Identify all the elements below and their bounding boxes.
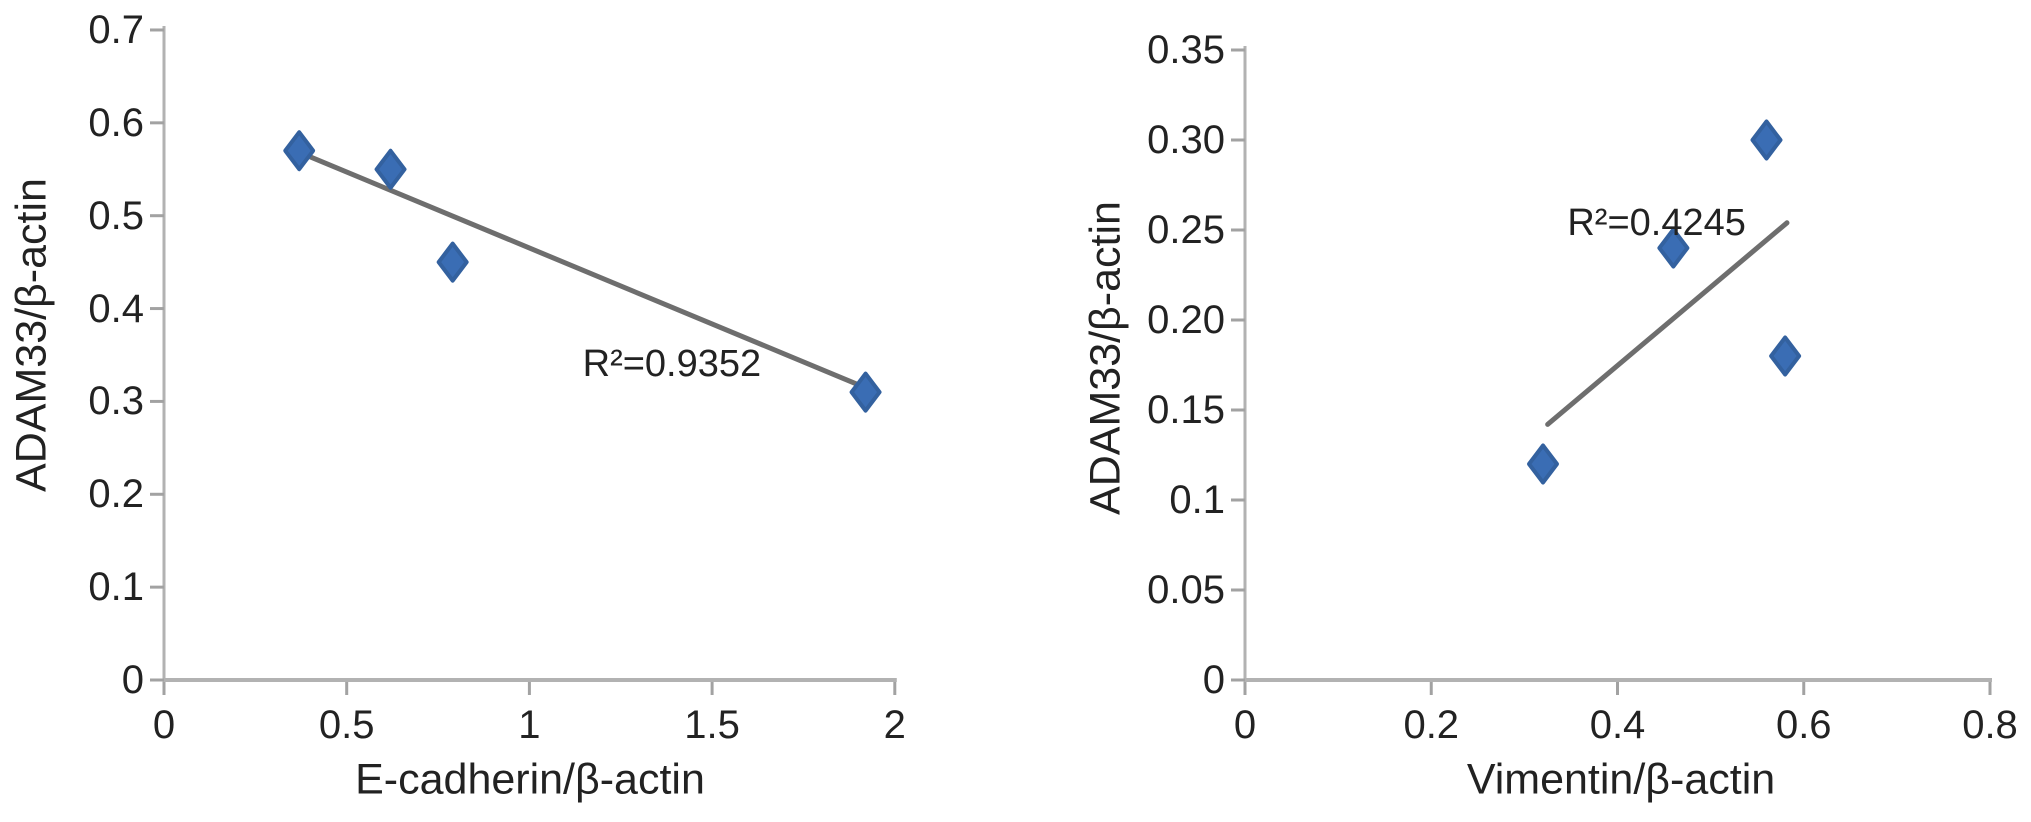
left-y-tick-label: 0 [121, 658, 144, 702]
right-trend-line [1545, 220, 1790, 427]
left-x-tick-label: 0 [152, 703, 176, 747]
right-data-point [1527, 443, 1559, 485]
right-x-tick-label: 0.6 [1775, 703, 1832, 747]
left-y-tick-label: 0.2 [88, 472, 144, 517]
left-data-point [374, 148, 407, 190]
left-r-squared-annotation: R²=0.9352 [582, 343, 762, 386]
right-x-tick-label: 0.8 [1962, 703, 2018, 747]
right-y-tick-label: 0.25 [1147, 208, 1225, 252]
left-y-tick-label: 0.5 [88, 193, 144, 238]
left-y-tick-label: 0.1 [88, 565, 144, 610]
right-y-tick-label: 0.30 [1147, 118, 1225, 162]
left-y-tick-label: 0.3 [88, 379, 144, 424]
right-y-tick-label: 0.20 [1147, 298, 1225, 342]
left-x-axis-title: E-cadherin/β-actin [355, 755, 705, 804]
right-y-tick-label: 0.1 [1169, 478, 1225, 522]
left-y-axis-title: ADAM33/β-actin [7, 178, 56, 492]
left-data-point [436, 241, 469, 283]
right-data-point [1769, 335, 1802, 377]
right-y-tick-label: 0.35 [1147, 28, 1225, 72]
left-x-tick-label: 1.5 [684, 703, 740, 747]
left-y-tick-label: 0.4 [88, 286, 144, 331]
right-y-axis-title: ADAM33/β-actin [1081, 201, 1130, 515]
right-y-tick-label: 0.05 [1147, 568, 1225, 612]
right-data-point [1750, 119, 1783, 161]
left-data-point [849, 371, 882, 413]
right-y-tick-label: 0.15 [1147, 388, 1225, 432]
right-x-tick-label: 0.2 [1403, 703, 1460, 747]
left-y-tick-label: 0.6 [88, 100, 144, 145]
right-y-tick-label: 0 [1202, 658, 1225, 702]
right-x-tick-label: 0 [1233, 703, 1257, 747]
left-x-tick-label: 0.5 [318, 703, 375, 747]
left-data-point [283, 130, 316, 172]
right-x-tick-label: 0.4 [1589, 703, 1646, 747]
left-x-tick-label: 1 [518, 703, 541, 747]
right-x-axis-title: Vimentin/β-actin [1466, 755, 1776, 804]
left-x-tick-label: 2 [883, 703, 906, 747]
right-r-squared-annotation: R²=0.4245 [1567, 201, 1746, 244]
left-y-tick-label: 0.7 [88, 7, 144, 52]
